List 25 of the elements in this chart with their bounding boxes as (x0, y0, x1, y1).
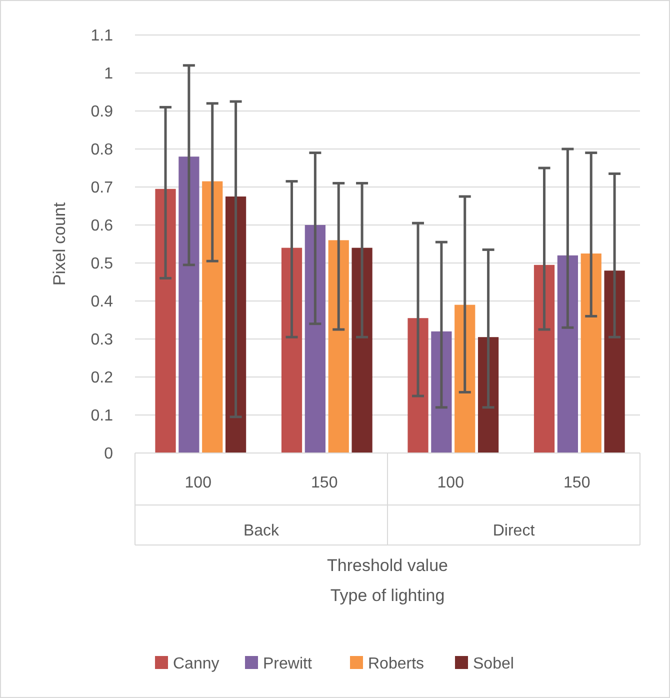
y-tick-label: 0.8 (90, 142, 114, 159)
y-axis-title: Pixel count (50, 202, 69, 286)
x-axis-title: Threshold value (327, 556, 448, 575)
legend-label: Canny (173, 656, 220, 673)
y-tick-label: 0.3 (90, 332, 114, 349)
x-tick-label: 100 (184, 474, 212, 492)
y-tick-label: 0.6 (90, 218, 114, 235)
y-tick-label: 0.5 (90, 256, 114, 273)
y-tick-label: 1.1 (90, 28, 114, 45)
x-tick-label: 150 (311, 474, 338, 492)
y-tick-label: 0 (104, 446, 114, 463)
legend-label: Sobel (473, 656, 514, 673)
text: Back (243, 522, 280, 540)
y-tick-label: 0.9 (90, 104, 114, 121)
legend-label: Prewitt (263, 656, 312, 673)
text: Type of lighting (330, 586, 445, 605)
y-tick-label: 0.7 (90, 180, 114, 197)
y-tick-label: 0.4 (90, 294, 114, 311)
text: Direct (492, 522, 536, 540)
x-tick-label: 100 (437, 474, 464, 492)
legend-label: Roberts (368, 656, 424, 673)
y-tick-label: 0.2 (90, 370, 114, 387)
y-tick-label: 0.1 (90, 408, 114, 425)
y-tick-label: 1 (104, 66, 114, 83)
x-tick-label: 150 (564, 474, 590, 492)
